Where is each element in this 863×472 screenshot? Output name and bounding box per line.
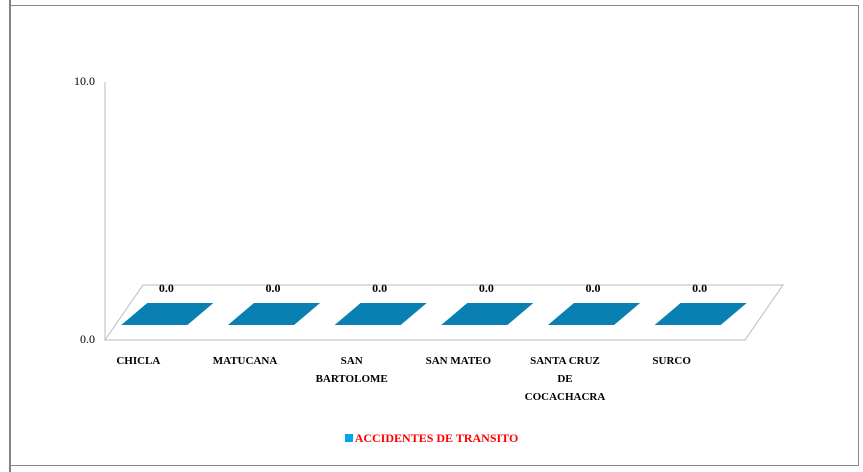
bar [547,303,641,325]
legend: ACCIDENTES DE TRANSITO [0,431,863,446]
bar [654,303,747,325]
x-tick-label: SURCO [652,355,691,367]
legend-swatch [344,434,353,442]
y-tick-label: 10.0 [74,74,95,88]
bar [334,303,427,325]
x-tick-label: CHICLA [116,355,161,367]
value-label: 0.0 [159,281,174,295]
left-table-edge [0,0,12,472]
x-tick-label: SAN MATEO [425,355,492,367]
value-label: 0.0 [479,281,494,295]
bar [441,303,534,325]
x-tick-label: SANTA CRUZ DE COCACHACRA [524,355,606,403]
value-label: 0.0 [692,281,707,295]
value-label: 0.0 [266,281,281,295]
bar [227,303,321,325]
value-label: 0.0 [586,281,601,295]
x-tick-label: MATUCANA [212,355,278,367]
floor [104,284,784,341]
chart-frame [10,5,859,466]
bar [121,303,214,325]
value-label: 0.0 [372,281,387,295]
y-tick-label: 0.0 [80,332,95,346]
legend-label: ACCIDENTES DE TRANSITO [354,431,519,445]
x-tick-label: SAN BARTOLOME [315,355,388,385]
